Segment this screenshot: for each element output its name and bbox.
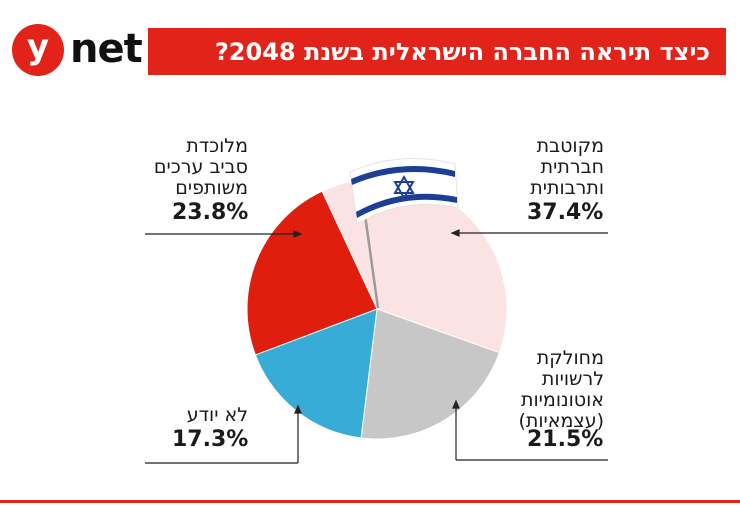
bottom-divider xyxy=(0,500,740,503)
leader-arrow-united xyxy=(293,230,303,238)
label-polarized: מקוטבת חברתית ותרבותית xyxy=(530,136,604,199)
label-unknown-line-1: לא יודע xyxy=(186,404,248,426)
label-divided-line-1: מחולקת xyxy=(536,347,604,369)
label-polarized-line-1: מקוטבת xyxy=(536,135,604,157)
flag-pole xyxy=(363,214,380,309)
label-polarized-line-3: ותרבותית xyxy=(530,177,604,199)
logo-text: net xyxy=(70,26,143,72)
label-polarized-line-2: חברתית xyxy=(540,156,604,178)
leader-arrow-unknown xyxy=(294,404,302,414)
label-divided-line-4: (עצמאיות) xyxy=(518,410,604,432)
ynet-logo-circle: y xyxy=(12,24,64,76)
israel-flag xyxy=(349,158,459,309)
star-of-david-icon xyxy=(393,174,415,201)
flag-stripe-top xyxy=(351,166,455,185)
pct-divided: 21.5% xyxy=(527,427,604,452)
label-divided: מחולקת לרשויות אוטונומיות (עצמאיות) xyxy=(518,348,604,432)
label-united: מלוכדת סביב ערכים משותפים xyxy=(154,136,248,199)
slice-united xyxy=(246,190,378,356)
chart-title: כיצד תיראה החברה הישראלית בשנת 2048? xyxy=(148,28,726,75)
label-united-line-3: משותפים xyxy=(175,177,248,199)
slice-divided xyxy=(360,308,501,440)
label-unknown: לא יודע xyxy=(187,405,248,426)
leader-lines xyxy=(145,229,608,464)
label-united-line-1: מלוכדת xyxy=(186,135,248,157)
pct-unknown: 17.3% xyxy=(172,427,249,452)
leader-arrow-divided xyxy=(452,399,460,409)
pct-united: 23.8% xyxy=(172,200,249,225)
label-united-line-2: סביב ערכים xyxy=(153,156,248,178)
flag-stripe-bottom xyxy=(356,193,457,218)
label-divided-line-2: לרשויות xyxy=(541,368,604,390)
label-divided-line-3: אוטונומיות xyxy=(521,389,604,411)
pct-polarized: 37.4% xyxy=(527,200,604,225)
logo-letter: y xyxy=(26,27,50,67)
leader-arrow-polarized xyxy=(450,229,460,237)
